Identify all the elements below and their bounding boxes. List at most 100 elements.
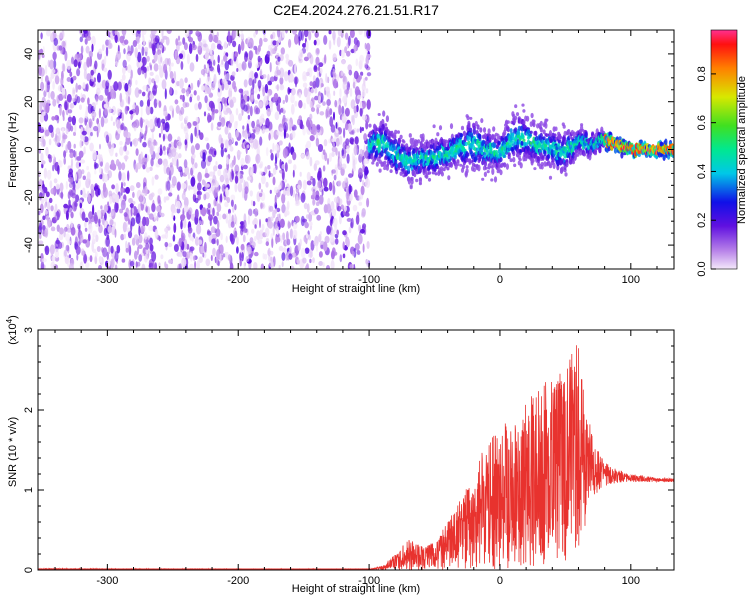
spectrogram-noise-cell [64,50,68,62]
spectrogram-noise-cell [70,158,74,168]
spectrogram-noise-cell [55,183,60,190]
spectrogram-noise-cell [178,114,184,122]
spectrogram-signal-cell [488,133,492,141]
spectrogram-noise-cell [120,122,125,131]
spectrogram-noise-cell [190,82,194,91]
spectrogram-noise-cell [174,79,177,88]
spectrogram-noise-cell [58,45,63,51]
spectrogram-noise-cell [326,265,330,269]
spectrogram-noise-cell [58,93,64,102]
spectrogram-noise-cell [306,203,310,213]
spectrogram-noise-cell [194,260,197,269]
spectrogram-noise-cell [103,97,108,103]
spectrogram-noise-cell [86,56,91,68]
spectrogram-noise-cell [237,62,243,72]
spectrogram-noise-cell [249,105,253,117]
spectrogram-noise-cell [334,164,338,171]
spectrogram-noise-cell [187,226,193,234]
spectrogram-noise-cell [109,146,114,157]
spectrogram-noise-cell [154,74,160,84]
spectrogram-noise-cell [172,234,176,242]
spectrogram-noise-cell [274,45,278,52]
spectrogram-noise-cell [149,41,152,49]
spectrogram-noise-cell [352,114,355,126]
spectrogram-noise-cell [39,233,42,240]
spectrogram-noise-cell [160,124,163,135]
spectrogram-noise-cell [110,245,114,254]
spectrogram-noise-cell [342,253,346,259]
spectrogram-noise-cell [42,225,46,231]
spectrogram-noise-cell [323,241,328,252]
spectrogram-noise-cell [326,225,331,235]
spectrogram-noise-cell [179,94,183,100]
spectrogram-noise-cell [293,76,299,85]
spectrogram-noise-cell [121,112,124,122]
spectrogram-noise-cell [105,46,109,57]
spectrogram-noise-cell [364,76,368,81]
spectrogram-noise-cell [46,169,52,180]
spectrogram-noise-cell [176,200,181,210]
spectrogram-noise-cell [40,76,44,82]
spectrogram-noise-cell [216,238,219,246]
spectrogram-noise-cell [176,81,180,87]
spectrogram-noise-cell [252,78,255,90]
spectrogram-noise-cell [206,207,209,215]
spectrogram-noise-cell [111,210,114,217]
spectrogram-noise-cell [74,123,77,133]
spectrogram-noise-cell [337,180,342,187]
spectrogram-signal-cell [533,167,537,171]
spectrogram-noise-cell [69,263,74,269]
spectrogram-noise-cell [123,233,127,239]
spectrogram-noise-cell [45,102,50,114]
spectrogram-noise-cell [262,253,265,260]
spectrogram-noise-cell [117,31,120,43]
spectrogram-noise-cell [178,263,182,269]
spectrogram-noise-cell [56,237,59,245]
spectrogram-noise-cell [289,125,292,132]
spectrogram-noise-cell [128,83,131,94]
spectrogram-noise-cell [261,223,265,231]
spectrogram-noise-cell [110,260,114,269]
spectrogram-noise-cell [174,99,179,105]
spectrogram-noise-cell [157,49,162,56]
spectrogram-noise-cell [86,73,92,82]
spectrogram-noise-cell [328,181,333,192]
spectrogram-noise-cell [348,173,353,178]
spectrogram-noise-cell [49,180,53,189]
spectrogram-noise-cell [217,54,220,64]
spectrogram-noise-cell [49,59,54,70]
spectrogram-noise-cell [180,220,183,230]
spectrogram-noise-cell [155,152,160,160]
spectrogram-noise-cell [254,84,258,94]
spectrogram-noise-cell [66,59,72,70]
spectrogram-noise-cell [264,127,270,133]
spectrogram-noise-cell [134,47,138,58]
spectrogram-noise-cell [59,32,63,39]
spectrogram-noise-cell [119,208,124,214]
spectrogram-noise-cell [122,221,127,233]
spectrogram-noise-cell [163,110,168,117]
spectrogram-signal-cell [438,125,443,131]
spectrogram-noise-cell [82,175,87,181]
spectrogram-noise-cell [210,226,216,234]
spectrogram-noise-cell [226,197,231,203]
spectrogram-noise-cell [299,238,302,247]
spectrogram-noise-cell [318,251,323,258]
spectrogram-noise-cell [181,232,186,242]
spectrogram-noise-cell [302,127,306,136]
spectrogram-noise-cell [138,44,142,50]
spectrogram-noise-cell [193,185,197,196]
spectrogram-noise-cell [251,241,256,249]
spectrogram-noise-cell [40,81,45,92]
spectrogram-signal-cell [415,178,419,183]
spectrogram-noise-cell [281,193,286,204]
spectrogram-noise-cell [227,218,232,229]
spectrogram-signal-cell [410,179,414,185]
spectrogram-noise-cell [319,79,322,90]
spectrogram-signal-cell [506,120,510,124]
spectrogram-noise-cell [110,116,113,122]
spectrogram-signal-cell [506,126,510,133]
spectrogram-noise-cell [50,226,56,232]
spectrogram-noise-cell [309,135,315,142]
spectrogram-noise-cell [88,233,91,242]
